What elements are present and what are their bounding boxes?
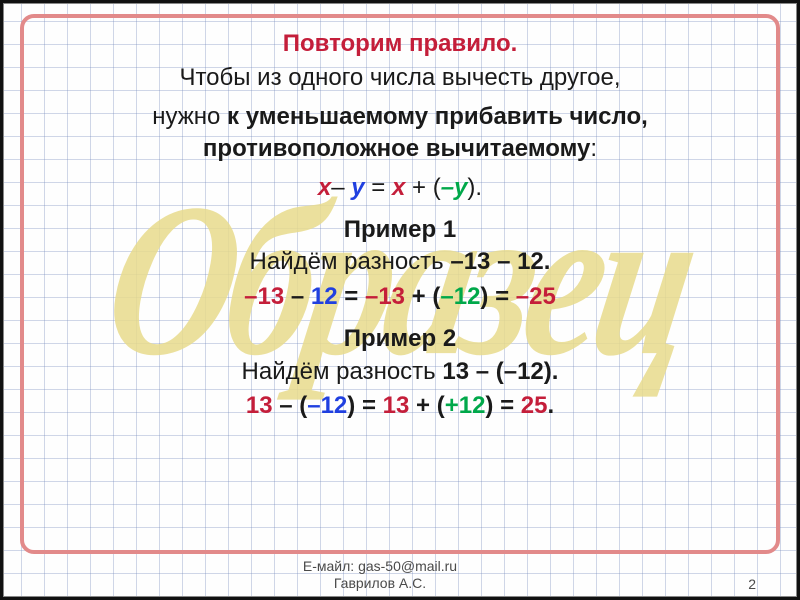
rule-line-2: нужно к уменьшаемому прибавить число, пр… (48, 101, 752, 166)
formula-plus: + (405, 174, 432, 201)
formula-y2: y (454, 174, 467, 201)
e2-b: –12 (307, 392, 347, 419)
rule-line-2-pre: нужно (152, 103, 227, 130)
formula: x– y = x + (–y). (24, 172, 776, 204)
formula-open: ( (433, 174, 441, 201)
slide-content: Повторим правило. Чтобы из одного числа … (24, 28, 776, 422)
formula-minus: – (331, 174, 351, 201)
rule-line-2-post: : (590, 135, 597, 162)
example-2-task-pre: Найдём разность (242, 358, 443, 385)
e2-plus: + (409, 392, 436, 419)
formula-x2: x (392, 174, 405, 201)
e2-d: +12 (445, 392, 486, 419)
e1-op1: – (284, 283, 311, 310)
example-1-task-expr: –13 – 12. (450, 248, 550, 275)
e2-op1: – (273, 392, 300, 419)
e1-a: –13 (244, 283, 284, 310)
slide-footer: Е-майл: gas-50@mail.ru Гаврилов А.С. 2 (4, 558, 796, 592)
e1-eq1: = (338, 283, 365, 310)
footer-page-number: 2 (505, 576, 756, 592)
footer-author: Гаврилов А.С. (334, 575, 426, 591)
example-2-label: Пример 2 (24, 323, 776, 355)
example-2-calc: 13 – (–12) = 13 + (+12) = 25. (24, 390, 776, 422)
formula-dot: . (475, 174, 482, 201)
e1-plus: + (405, 283, 432, 310)
e2-res: 25 (521, 392, 548, 419)
formula-neg: – (441, 174, 454, 201)
content-frame: Образец Повторим правило. Чтобы из одног… (20, 14, 780, 554)
rule-line-1: Чтобы из одного числа вычесть другое, (48, 62, 752, 94)
slide-background: Образец Повторим правило. Чтобы из одног… (3, 3, 797, 597)
example-1-label: Пример 1 (24, 214, 776, 246)
e2-eq1: = (355, 392, 382, 419)
formula-y1: y (351, 174, 364, 201)
e2-open2: ( (437, 392, 445, 419)
example-1-calc: –13 – 12 = –13 + (–12) = –25 (24, 281, 776, 313)
e2-eq2: = (493, 392, 520, 419)
example-1-task-pre: Найдём разность (250, 248, 451, 275)
rule-line-2-bold: к уменьшаемому прибавить число, противоп… (203, 103, 648, 162)
example-2-task: Найдём разность 13 – (–12). (24, 356, 776, 388)
e1-d: –12 (440, 283, 480, 310)
formula-eq: = (365, 174, 392, 201)
slide-outer: Образец Повторим правило. Чтобы из одног… (0, 0, 800, 600)
example-1-task: Найдём разность –13 – 12. (24, 246, 776, 278)
e2-c: 13 (383, 392, 410, 419)
e2-dot: . (547, 392, 554, 419)
e1-res: –25 (516, 283, 556, 310)
footer-center: Е-майл: gas-50@mail.ru Гаврилов А.С. (255, 558, 506, 592)
e1-eq2: = (488, 283, 515, 310)
rule-title: Повторим правило. (24, 28, 776, 60)
formula-x1: x (318, 174, 331, 201)
e2-a: 13 (246, 392, 273, 419)
footer-email: Е-майл: gas-50@mail.ru (303, 558, 457, 574)
example-2-task-expr: 13 – (–12). (442, 358, 558, 385)
e1-b: 12 (311, 283, 338, 310)
e1-c: –13 (365, 283, 405, 310)
